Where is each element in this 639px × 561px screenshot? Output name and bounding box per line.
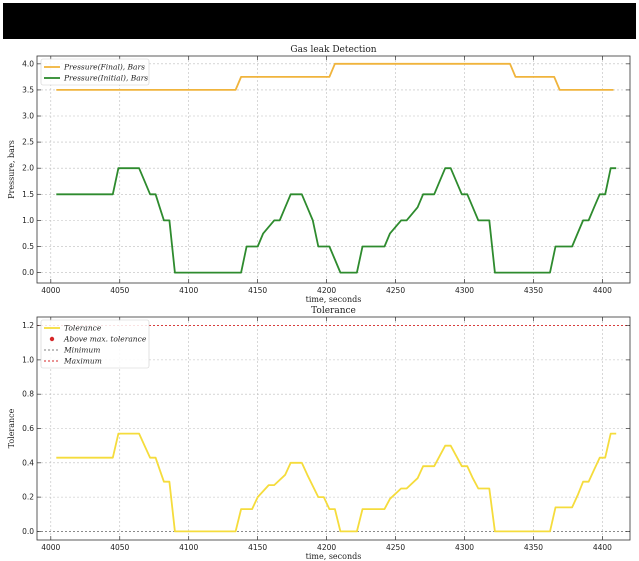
- x-tick-label: 4400: [593, 286, 612, 295]
- x-axis-label: time, seconds: [306, 295, 362, 304]
- y-tick-label: 0.6: [22, 424, 34, 433]
- x-tick-label: 4300: [455, 286, 474, 295]
- x-tick-label: 4200: [317, 286, 336, 295]
- y-tick-label: 4.0: [22, 59, 34, 68]
- x-tick-label: 4100: [179, 286, 198, 295]
- y-tick-label: 2.0: [22, 164, 34, 173]
- legend-swatch: [49, 336, 55, 342]
- series-line: [56, 167, 617, 274]
- y-tick-label: 0.8: [22, 390, 34, 399]
- x-tick-label: 4050: [110, 286, 129, 295]
- legend-label: Maximum: [63, 357, 102, 366]
- y-tick-label: 3.0: [22, 112, 34, 121]
- legend-label: Pressure(Initial), Bars: [63, 74, 148, 83]
- plot-frame: [36, 55, 631, 284]
- y-tick-label: 0.2: [22, 493, 34, 502]
- black-header-bar: [3, 3, 636, 39]
- legend-label: Minimum: [63, 346, 100, 355]
- y-tick-label: 0.4: [22, 458, 34, 467]
- y-tick-label: 1.5: [22, 190, 34, 199]
- legend-label: Above max. tolerance: [63, 335, 147, 344]
- x-tick-label: 4350: [524, 543, 543, 552]
- x-axis-label: time, seconds: [306, 552, 362, 561]
- legend-label: Pressure(Final), Bars: [63, 63, 145, 72]
- x-tick-label: 4400: [593, 543, 612, 552]
- x-tick-label: 4250: [386, 543, 405, 552]
- x-tick-label: 4350: [524, 286, 543, 295]
- legend-box: [40, 58, 150, 86]
- chart-title: Gas leak Detection: [290, 45, 376, 55]
- y-tick-label: 0.0: [22, 268, 34, 277]
- x-tick-label: 4000: [41, 286, 60, 295]
- x-tick-label: 4150: [248, 543, 267, 552]
- x-tick-label: 4000: [41, 543, 60, 552]
- x-tick-label: 4200: [317, 543, 336, 552]
- y-tick-label: 1.2: [22, 321, 34, 330]
- chart-panel-2: 4000 4050 4100 4150 4200 4250 4300 4350 4400 0.0 0…: [7, 306, 631, 561]
- legend-label: Tolerance: [64, 324, 102, 333]
- y-tick-label: 3.5: [22, 85, 34, 94]
- x-tick-label: 4100: [179, 543, 198, 552]
- y-tick-label: 0.0: [22, 527, 34, 536]
- series-line: [56, 62, 614, 91]
- y-tick-label: 2.5: [22, 138, 34, 147]
- x-tick-label: 4150: [248, 286, 267, 295]
- y-axis-label: Tolerance: [7, 408, 16, 448]
- x-tick-label: 4250: [386, 286, 405, 295]
- y-tick-label: 1.0: [22, 355, 34, 364]
- legend-box: [40, 319, 150, 369]
- series-line: [56, 432, 617, 533]
- y-tick-label: 0.5: [22, 242, 34, 251]
- chart-title: Tolerance: [311, 306, 356, 316]
- chart-panel-1: 4000 4050 4100 4150 4200 4250 4300 4350 4400 0.0 0…: [7, 45, 631, 304]
- y-tick-label: 1.0: [22, 216, 34, 225]
- x-tick-label: 4050: [110, 543, 129, 552]
- x-tick-label: 4300: [455, 543, 474, 552]
- y-axis-label: Pressure, bars: [7, 140, 16, 199]
